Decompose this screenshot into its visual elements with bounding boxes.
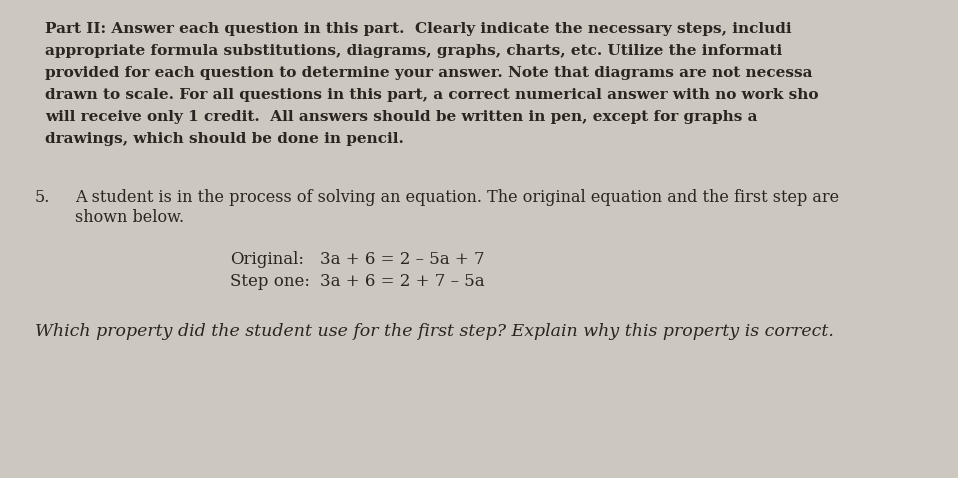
Text: shown below.: shown below.: [75, 209, 184, 226]
Text: Step one:: Step one:: [230, 273, 310, 290]
Text: drawn to scale. For all questions in this part, a correct numerical answer with : drawn to scale. For all questions in thi…: [45, 88, 818, 102]
Text: 5.: 5.: [35, 189, 51, 206]
Text: drawings, which should be done in pencil.: drawings, which should be done in pencil…: [45, 132, 404, 146]
Text: A student is in the process of solving an equation. The original equation and th: A student is in the process of solving a…: [75, 189, 839, 206]
Text: will receive only 1 credit.  All answers should be written in pen, except for gr: will receive only 1 credit. All answers …: [45, 110, 758, 124]
Text: provided for each question to determine your answer. Note that diagrams are not : provided for each question to determine …: [45, 66, 812, 80]
Text: appropriate formula substitutions, diagrams, graphs, charts, etc. Utilize the in: appropriate formula substitutions, diagr…: [45, 44, 783, 58]
Text: Which property did the student use for the first step? Explain why this property: Which property did the student use for t…: [35, 323, 833, 340]
Text: Part II: Answer each question in this part.  Clearly indicate the necessary step: Part II: Answer each question in this pa…: [45, 22, 791, 36]
Text: Original:: Original:: [230, 251, 304, 268]
Text: 3a + 6 = 2 + 7 – 5a: 3a + 6 = 2 + 7 – 5a: [320, 273, 485, 290]
Text: 3a + 6 = 2 – 5a + 7: 3a + 6 = 2 – 5a + 7: [320, 251, 485, 268]
